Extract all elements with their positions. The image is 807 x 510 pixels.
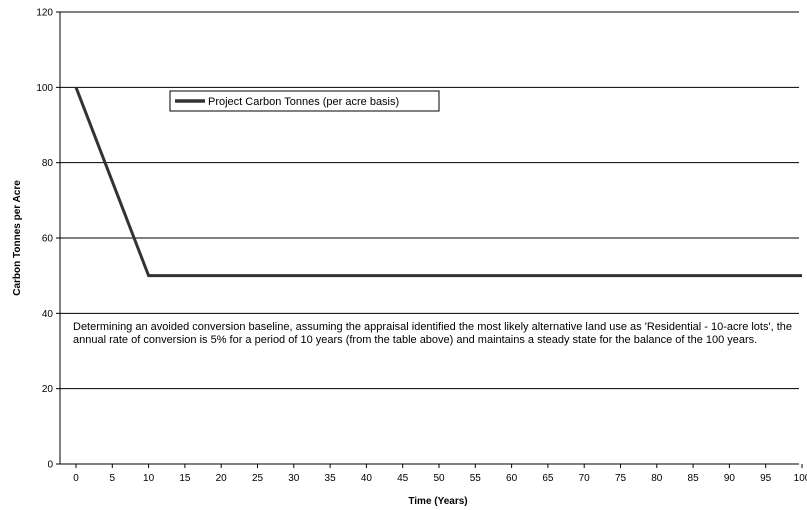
- x-tick-label-70: 70: [579, 473, 591, 484]
- x-tick-label-50: 50: [433, 473, 445, 484]
- x-tick-label-90: 90: [724, 473, 736, 484]
- x-tick-label-30: 30: [288, 473, 300, 484]
- series-line-0: [74, 86, 802, 278]
- x-tick-label-95: 95: [760, 473, 772, 484]
- x-tick-label-55: 55: [470, 473, 482, 484]
- legend: Project Carbon Tonnes (per acre basis): [169, 90, 440, 112]
- x-tick-label-60: 60: [506, 473, 518, 484]
- y-tick-label-120: 120: [36, 8, 53, 19]
- y-tick-label-20: 20: [42, 384, 54, 395]
- legend-label: Project Carbon Tonnes (per acre basis): [208, 96, 399, 108]
- chart-annotation: Determining an avoided conversion baseli…: [73, 321, 792, 346]
- y-tick-label-0: 0: [47, 460, 53, 471]
- x-tick-label-25: 25: [252, 473, 264, 484]
- y-tick-label-40: 40: [42, 309, 54, 320]
- y-axis-ticks: 0 20 40 60 80 100 120: [36, 8, 60, 471]
- x-tick-label-45: 45: [397, 473, 409, 484]
- x-tick-label-85: 85: [688, 473, 700, 484]
- legend-box: [169, 90, 440, 112]
- x-tick-label-40: 40: [361, 473, 373, 484]
- x-tick-label-35: 35: [325, 473, 337, 484]
- series-group: [74, 86, 802, 278]
- y-axis-title: Carbon Tonnes per Acre: [12, 180, 23, 296]
- x-tick-label-65: 65: [542, 473, 554, 484]
- y-tick-label-60: 60: [42, 234, 54, 245]
- x-tick-label-75: 75: [615, 473, 627, 484]
- y-tick-label-100: 100: [36, 83, 53, 94]
- x-axis-title: Time (Years): [408, 496, 467, 507]
- y-tick-label-80: 80: [42, 158, 54, 169]
- x-tick-label-0: 0: [73, 473, 79, 484]
- x-tick-label-80: 80: [651, 473, 663, 484]
- x-tick-label-20: 20: [216, 473, 228, 484]
- x-tick-label-100: 100: [794, 473, 807, 484]
- x-axis-ticks: 0 5 10 15 20 25 30 35 40 45 50 55 60 65 70 75 80 85 90 95 10…: [73, 464, 807, 484]
- x-tick-label-15: 15: [179, 473, 191, 484]
- x-tick-label-5: 5: [110, 473, 116, 484]
- x-tick-label-10: 10: [143, 473, 155, 484]
- gridlines: [60, 11, 799, 390]
